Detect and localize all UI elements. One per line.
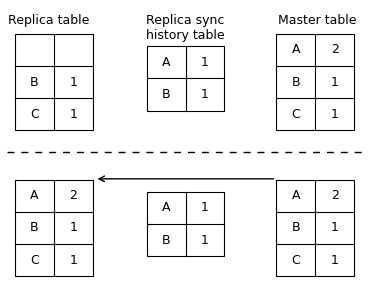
- Text: 1: 1: [331, 76, 339, 89]
- Text: A: A: [162, 56, 170, 69]
- Text: 1: 1: [201, 56, 209, 69]
- Text: 2: 2: [69, 189, 77, 202]
- Text: A: A: [292, 43, 300, 56]
- Text: C: C: [30, 108, 39, 121]
- Text: B: B: [292, 76, 300, 89]
- Text: B: B: [292, 221, 300, 235]
- Text: 1: 1: [69, 108, 77, 121]
- Text: 1: 1: [201, 201, 209, 215]
- Text: B: B: [162, 234, 170, 247]
- Bar: [276, 34, 354, 130]
- Text: C: C: [292, 108, 300, 121]
- Bar: [15, 34, 93, 130]
- Text: 1: 1: [201, 88, 209, 101]
- Bar: [276, 180, 354, 276]
- Text: A: A: [162, 201, 170, 215]
- Text: 1: 1: [331, 108, 339, 121]
- Text: A: A: [30, 189, 39, 202]
- Text: 1: 1: [331, 254, 339, 267]
- Bar: [147, 46, 224, 111]
- Text: 1: 1: [69, 254, 77, 267]
- Text: B: B: [162, 88, 170, 101]
- Text: 2: 2: [331, 189, 339, 202]
- Text: 2: 2: [331, 43, 339, 56]
- Text: C: C: [292, 254, 300, 267]
- Text: 1: 1: [69, 221, 77, 235]
- Text: Replica sync
history table: Replica sync history table: [146, 14, 225, 42]
- Text: Replica table: Replica table: [7, 14, 89, 27]
- Bar: [15, 180, 93, 276]
- Text: 1: 1: [331, 221, 339, 235]
- Text: A: A: [292, 189, 300, 202]
- Bar: [147, 192, 224, 256]
- Text: Master table: Master table: [278, 14, 357, 27]
- Text: B: B: [30, 221, 39, 235]
- Text: C: C: [30, 254, 39, 267]
- Text: B: B: [30, 76, 39, 89]
- Text: 1: 1: [201, 234, 209, 247]
- Text: 1: 1: [69, 76, 77, 89]
